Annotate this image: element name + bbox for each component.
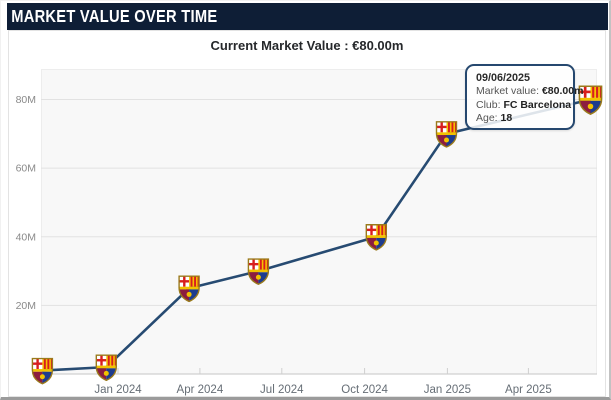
x-axis-label: Apr 2025 — [505, 384, 552, 396]
market-value-line — [41, 98, 592, 372]
x-axis-label: Jan 2025 — [424, 384, 471, 396]
y-axis-label: 60M — [16, 163, 36, 175]
fc-barcelona-crest-icon[interactable] — [96, 355, 116, 381]
tooltip-market-value: Market value: €80.00m — [476, 85, 584, 98]
tooltip-date: 09/06/2025 — [476, 72, 531, 84]
data-point-markers — [32, 86, 601, 385]
fc-barcelona-crest-icon[interactable] — [32, 359, 52, 385]
x-axis-label: Oct 2024 — [341, 384, 388, 396]
tooltip-club: Club: FC Barcelona — [476, 98, 572, 111]
market-value-series — [41, 98, 592, 372]
x-axis-label: Jan 2024 — [94, 384, 142, 396]
x-axis-label: Apr 2024 — [177, 384, 224, 396]
x-axis-label: Jul 2024 — [260, 384, 304, 396]
current-market-value-text: Current Market Value : €80.00m — [210, 38, 404, 53]
page-title: MARKET VALUE OVER TIME — [11, 6, 218, 26]
chart-tooltip: 09/06/2025 Market value: €80.00m Club: F… — [465, 64, 584, 130]
y-axis-label: 20M — [16, 300, 36, 312]
fc-barcelona-crest-icon[interactable] — [248, 259, 268, 285]
fc-barcelona-crest-icon[interactable] — [366, 225, 386, 251]
grid-layer: 20M 40M 60M 80M — [16, 94, 597, 312]
fc-barcelona-crest-icon[interactable] — [179, 276, 199, 302]
widget-header: MARKET VALUE OVER TIME — [7, 3, 608, 30]
x-axis: Jan 2024 Apr 2024 Jul 2024 Oct 2024 Jan 2025… — [35, 368, 597, 396]
y-axis-label: 40M — [16, 231, 36, 243]
y-axis-label: 80M — [16, 94, 36, 106]
tooltip-age: Age: 18 — [476, 112, 513, 125]
